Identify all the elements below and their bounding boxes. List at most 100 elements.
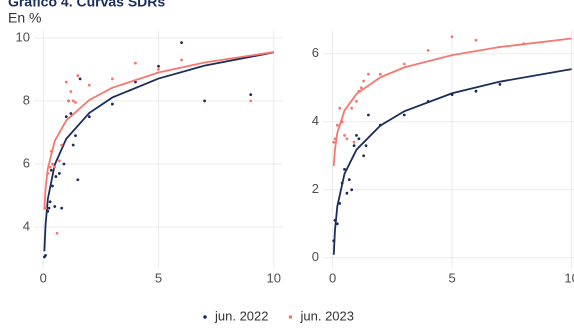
data-point [426, 49, 430, 52]
x-tick-label: 0 [40, 270, 47, 285]
data-point [474, 38, 478, 42]
data-point [44, 253, 47, 257]
x-tick-label: 5 [448, 270, 455, 285]
data-point [55, 231, 59, 235]
data-point [180, 41, 183, 45]
fit-curve [43, 51, 274, 210]
y-tick-label: 6 [312, 45, 319, 60]
y-tick-label: 8 [23, 92, 30, 107]
data-point [350, 188, 354, 192]
data-point [362, 79, 366, 83]
data-point [74, 101, 77, 104]
y-tick-label: 4 [312, 113, 319, 128]
data-point [57, 159, 61, 163]
data-point [347, 178, 351, 182]
data-point [134, 61, 137, 65]
data-point [345, 191, 349, 195]
data-point [364, 144, 368, 148]
data-point [62, 162, 66, 166]
data-point [522, 42, 526, 45]
data-point [57, 172, 61, 175]
data-point [357, 89, 361, 93]
fit-curve [332, 37, 572, 167]
data-point [74, 134, 77, 138]
data-point [60, 143, 64, 147]
data-point [76, 74, 80, 78]
data-point [426, 100, 430, 103]
legend-marker [203, 315, 207, 319]
data-point [343, 134, 346, 137]
data-point [64, 80, 68, 84]
fit-curve [332, 68, 572, 255]
data-point [333, 219, 337, 222]
data-point [46, 172, 50, 175]
data-point [110, 77, 114, 81]
data-point [378, 72, 382, 76]
data-point [49, 149, 53, 153]
y-tick-label: 6 [23, 155, 30, 170]
data-point [333, 137, 337, 141]
data-point [345, 137, 349, 141]
data-point [69, 112, 73, 115]
y-tick-label: 4 [23, 218, 30, 233]
data-point [203, 99, 207, 103]
data-point [367, 72, 370, 76]
data-point [69, 90, 73, 93]
data-point [157, 68, 160, 71]
fit-curve [43, 51, 274, 252]
data-point [51, 184, 54, 188]
data-point [44, 206, 47, 210]
data-point [110, 102, 114, 106]
legend-label: jun. 2023 [300, 308, 355, 323]
data-point [355, 100, 358, 103]
data-point [340, 120, 344, 124]
data-point [362, 154, 366, 158]
data-point [338, 202, 342, 205]
data-point [343, 168, 346, 171]
x-tick-label: 0 [329, 270, 336, 285]
data-point [51, 162, 54, 166]
data-point [332, 239, 336, 243]
data-point [180, 58, 183, 62]
data-point [352, 144, 356, 148]
data-point [352, 140, 356, 144]
data-point [53, 165, 57, 169]
y-tick-label: 2 [312, 181, 319, 196]
data-point [53, 205, 57, 208]
data-point [60, 206, 64, 210]
data-point [64, 115, 68, 119]
x-tick-label: 10 [564, 270, 574, 285]
data-point [367, 113, 370, 117]
data-point [359, 86, 363, 90]
data-point [402, 62, 406, 66]
data-point [474, 89, 478, 93]
y-tick-label: 10 [16, 29, 30, 44]
data-point [450, 93, 454, 96]
legend-marker [288, 315, 293, 319]
data-point [76, 178, 80, 182]
data-point [350, 106, 354, 110]
data-point [338, 106, 342, 110]
data-point [357, 137, 361, 141]
panel: 4 6 8 10 0 5 10 [16, 29, 283, 285]
data-point [335, 123, 339, 127]
data-point [340, 181, 344, 185]
data-point [49, 168, 53, 172]
data-point [402, 113, 406, 117]
data-point [47, 206, 51, 210]
data-point [335, 222, 339, 226]
data-point [71, 99, 75, 103]
data-point [48, 165, 52, 169]
y-tick-label: 0 [312, 249, 319, 264]
data-point [78, 77, 82, 81]
data-point [157, 64, 160, 68]
chart-title: Gráfico 4. Curvas SDRs [8, 0, 165, 10]
data-point [378, 123, 382, 127]
data-point [134, 80, 137, 84]
data-point [46, 209, 50, 213]
data-point [450, 35, 454, 39]
chart-subtitle: En % [8, 10, 41, 26]
data-point [71, 143, 75, 147]
data-point [67, 99, 70, 103]
